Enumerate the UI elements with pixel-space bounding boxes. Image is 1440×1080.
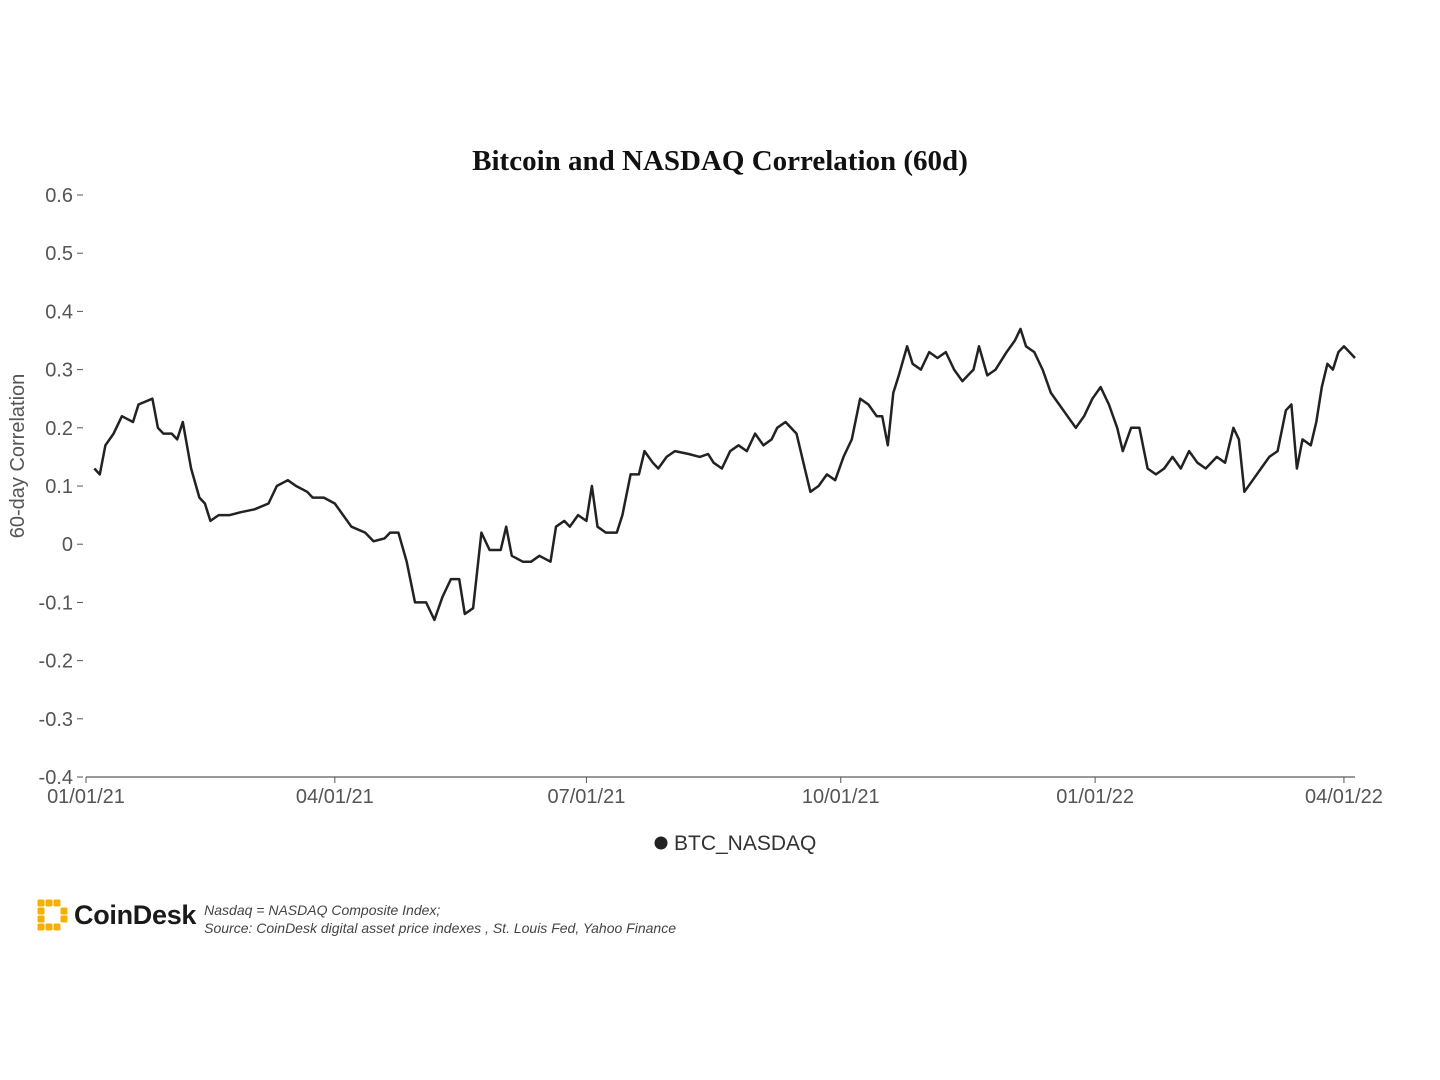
y-tick-label: 0.2 <box>45 418 73 440</box>
logo-dot <box>37 907 45 915</box>
y-tick-label: 0.3 <box>45 360 73 382</box>
y-axis-label: 60-day Correlation <box>7 374 29 539</box>
logo-dot <box>53 899 61 907</box>
legend[interactable]: BTC_NASDAQ <box>654 832 817 855</box>
x-axis: 01/01/21 04/01/21 07/01/21 10/01/21 01/01/22… <box>47 777 1383 808</box>
y-tick-label: 0 <box>62 534 73 556</box>
series-line-btc-nasdaq <box>93 327 1356 622</box>
x-tick-label: 01/01/21 <box>47 786 125 808</box>
footer: CoinDesk Nasdaq = NASDAQ Composite Index… <box>36 890 676 940</box>
x-tick-label: 04/01/21 <box>296 786 374 808</box>
note-line-1: Nasdaq = NASDAQ Composite Index; <box>204 902 441 918</box>
x-tick-label: 07/01/21 <box>547 786 625 808</box>
y-tick-label: -0.3 <box>39 709 73 731</box>
legend-label: BTC_NASDAQ <box>674 832 816 855</box>
logo-dot <box>37 899 45 907</box>
brand-name: CoinDesk <box>74 899 197 930</box>
y-tick-label: 0.6 <box>45 185 73 207</box>
x-tick-label: 01/01/22 <box>1056 786 1134 808</box>
y-tick-label: -0.1 <box>39 592 73 614</box>
x-tick-label: 04/01/22 <box>1305 786 1383 808</box>
logo-dot <box>37 923 45 931</box>
coindesk-logo-icon <box>37 899 68 931</box>
y-tick-label: 0.4 <box>45 301 73 323</box>
logo-dot <box>53 923 61 931</box>
y-tick-label: -0.4 <box>39 767 73 789</box>
logo-dot <box>45 923 53 931</box>
line-chart: Bitcoin and NASDAQ Correlation (60d) 60-… <box>7 145 1383 855</box>
y-tick-label: 0.5 <box>45 243 73 265</box>
logo-dot <box>37 915 45 923</box>
y-axis: 0.6 0.5 0.4 0.3 0.2 0.1 0 -0.1 -0.2 -0.3 -0.4 <box>39 185 83 789</box>
logo-dot <box>60 915 68 923</box>
note-line-2: Source: CoinDesk digital asset price ind… <box>204 920 676 936</box>
source-notes: Nasdaq = NASDAQ Composite Index; Source:… <box>204 901 676 937</box>
y-tick-label: -0.2 <box>39 651 73 673</box>
logo-dot <box>45 899 53 907</box>
y-tick-label: 0.1 <box>45 476 73 498</box>
logo-dot <box>60 907 68 915</box>
legend-marker <box>654 836 668 850</box>
x-tick-label: 10/01/21 <box>802 786 880 808</box>
chart-title: Bitcoin and NASDAQ Correlation (60d) <box>472 145 968 177</box>
